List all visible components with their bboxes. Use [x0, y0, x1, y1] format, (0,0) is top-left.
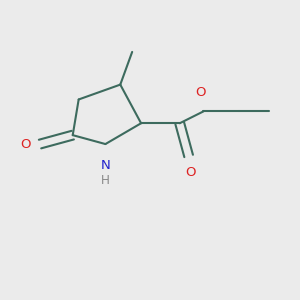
- Text: N: N: [100, 159, 110, 172]
- Text: O: O: [185, 166, 195, 179]
- Text: O: O: [195, 86, 206, 100]
- Text: H: H: [101, 174, 110, 187]
- Text: O: O: [20, 138, 31, 151]
